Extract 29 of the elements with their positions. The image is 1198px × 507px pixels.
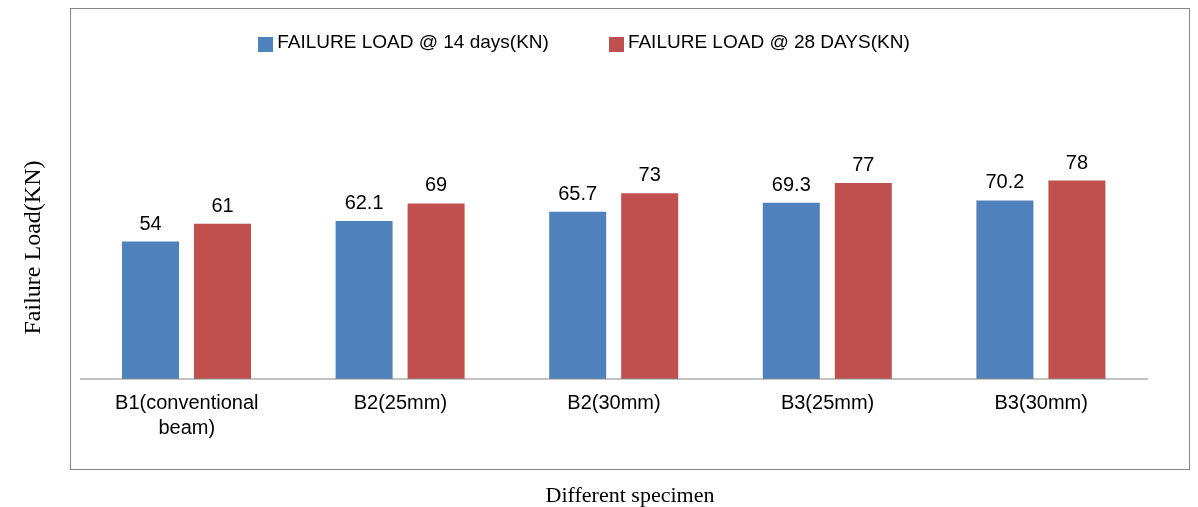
bar <box>1048 180 1106 379</box>
bar <box>834 183 892 379</box>
x-tick-label: B3(30mm) <box>994 391 1088 413</box>
x-tick-label: B3(25mm) <box>780 391 875 413</box>
data-label: 78 <box>1065 150 1089 173</box>
data-label: 54 <box>139 211 162 234</box>
bar <box>976 200 1034 379</box>
data-label: 69 <box>424 173 448 196</box>
data-label: 77 <box>852 153 875 176</box>
bar <box>549 211 607 379</box>
x-tick-label: B2(30mm) <box>567 391 661 413</box>
data-label: 65.7 <box>558 181 598 204</box>
x-tick-label: B1(conventional beam) <box>115 391 259 438</box>
data-label: 73 <box>638 163 661 186</box>
x-tick-label: B2(25mm) <box>353 391 448 413</box>
data-label: 70.2 <box>985 170 1025 193</box>
bar <box>407 203 465 379</box>
legend-label: FAILURE LOAD @ 14 days(KN) <box>277 31 549 52</box>
data-label: 61 <box>211 193 234 216</box>
bar <box>194 223 251 379</box>
bar <box>122 241 179 379</box>
legend-label: FAILURE LOAD @ 28 DAYS(KN) <box>627 31 910 52</box>
data-label: 69.3 <box>771 172 811 195</box>
x-axis-title: Different specimen <box>544 482 716 507</box>
bar <box>762 202 820 379</box>
bar <box>335 221 393 379</box>
data-label: 62.1 <box>344 191 384 213</box>
bar <box>621 193 679 379</box>
y-axis-title: Failure Load(KN) <box>19 160 47 334</box>
